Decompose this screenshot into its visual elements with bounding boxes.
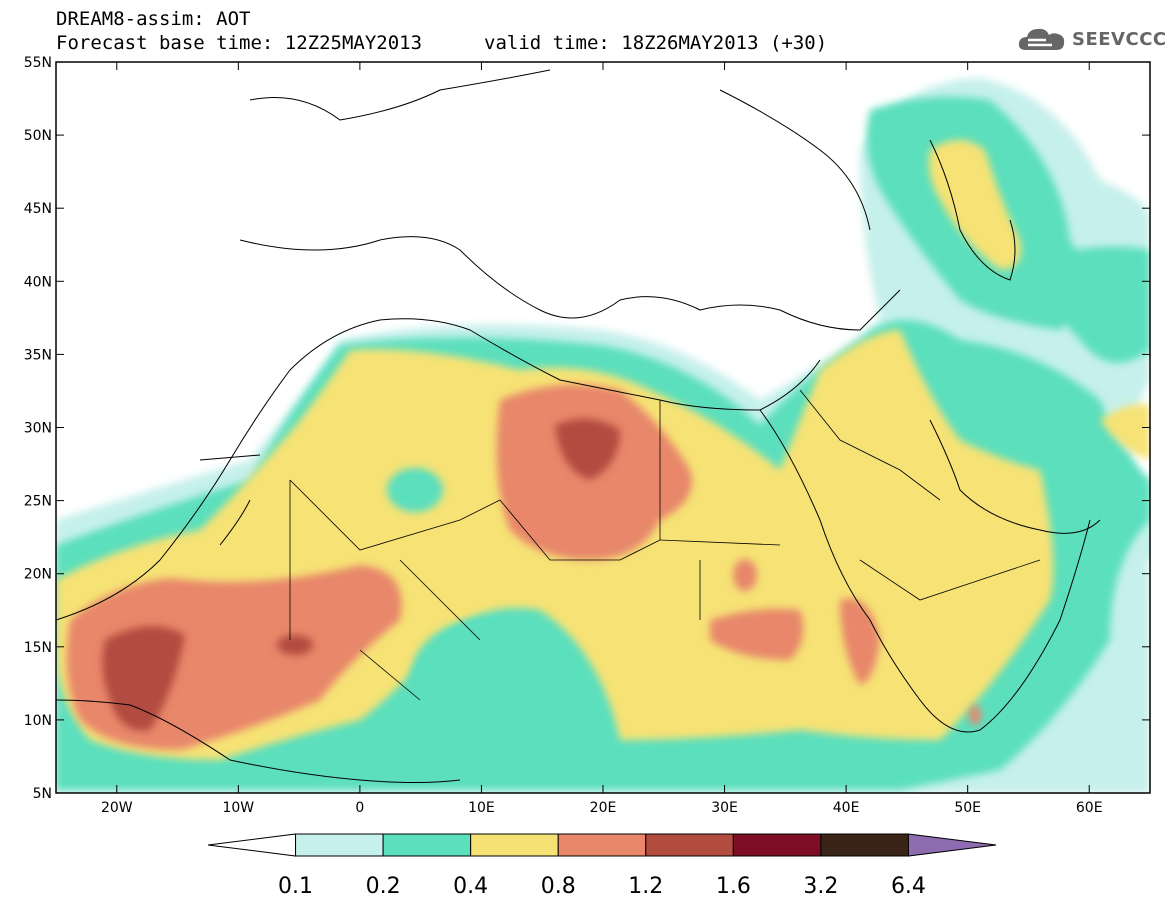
- y-tick-label: 55N: [24, 55, 52, 71]
- y-tick-label: 20N: [24, 567, 52, 583]
- colorbar-segment: [470, 833, 559, 857]
- x-tick-label: 50E: [954, 800, 981, 816]
- colorbar-label: 3.2: [803, 874, 838, 899]
- y-tick-label: 50N: [24, 128, 52, 144]
- y-tick-label: 25N: [24, 494, 52, 510]
- x-axis: 20W 10W 0 10E 20E 30E 40E 50E 60E: [101, 62, 1103, 816]
- colorbar-segment: [557, 833, 647, 857]
- logo-text: SEEVCCC: [1072, 28, 1165, 50]
- colorbar-label: 1.2: [628, 874, 663, 899]
- colorbar-label: 6.4: [891, 874, 926, 899]
- y-tick-label: 45N: [24, 201, 52, 217]
- colorbar-label: 1.6: [716, 874, 751, 899]
- y-tick-label: 5N: [33, 786, 52, 802]
- colorbar-label: 0.2: [366, 874, 401, 899]
- aot-shading: [56, 78, 1150, 793]
- colorbar-segment: [295, 833, 384, 857]
- x-tick-label: 20W: [101, 800, 133, 816]
- y-tick-label: 30N: [24, 421, 52, 437]
- y-tick-label: 35N: [24, 347, 52, 363]
- x-tick-label: 10W: [222, 800, 254, 816]
- y-axis: 55N 50N 45N 40N 35N 30N 25N 20N 15N 10N 5N: [24, 55, 1150, 802]
- base-time-label: Forecast base time: 12Z25MAY2013: [56, 32, 423, 54]
- x-tick-label: 20E: [590, 800, 617, 816]
- colorbar-label: 0.4: [453, 874, 488, 899]
- seevccc-logo: SEEVCCC: [1016, 24, 1165, 54]
- colorbar-segment-lower: [207, 833, 297, 857]
- coastlines: [56, 69, 1101, 783]
- colorbar-segment-upper: [907, 833, 997, 857]
- x-tick-label: 60E: [1076, 800, 1103, 816]
- cloud-icon: [1018, 28, 1065, 50]
- colorbar-segment: [382, 833, 472, 857]
- y-tick-label: 15N: [24, 640, 52, 656]
- colorbar: 0.1 0.2 0.4 0.8 1.2 1.6 3.2 6.4: [207, 833, 997, 899]
- x-tick-label: 10E: [468, 800, 495, 816]
- y-tick-label: 40N: [24, 274, 52, 290]
- colorbar-label: 0.1: [278, 874, 313, 899]
- x-tick-label: 0: [355, 800, 364, 816]
- colorbar-segment: [732, 833, 822, 857]
- country-borders: [289, 389, 1041, 701]
- x-tick-label: 40E: [833, 800, 860, 816]
- y-tick-label: 10N: [24, 713, 52, 729]
- colorbar-segment: [820, 833, 909, 857]
- valid-time-label: valid time: 18Z26MAY2013 (+30): [484, 32, 828, 54]
- aot-inner-patch: [387, 468, 550, 740]
- colorbar-segment: [645, 833, 734, 857]
- x-tick-label: 30E: [711, 800, 738, 816]
- chart-title: DREAM8-assim: AOT: [56, 8, 251, 30]
- colorbar-label: 0.8: [541, 874, 576, 899]
